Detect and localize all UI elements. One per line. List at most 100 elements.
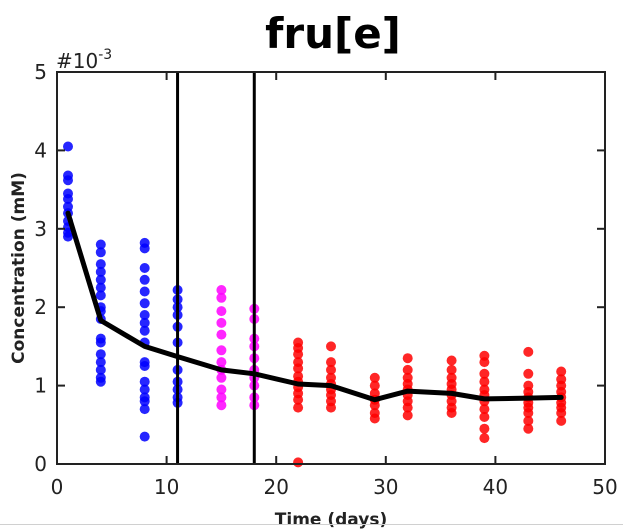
- data-point: [216, 384, 227, 395]
- data-point: [293, 402, 304, 413]
- data-point: [326, 364, 336, 375]
- data-point: [216, 306, 227, 317]
- data-point: [63, 194, 73, 204]
- data-point: [139, 325, 150, 336]
- data-point: [479, 433, 490, 444]
- data-point: [139, 431, 150, 442]
- data-point: [63, 141, 73, 152]
- data-point: [293, 349, 304, 360]
- data-point: [293, 394, 304, 405]
- data-point: [139, 384, 150, 395]
- x-tick-label: 10: [154, 475, 179, 499]
- chart-title: fru[e]: [265, 9, 401, 58]
- y-axis-multiplier-exponent: -3: [98, 47, 112, 63]
- x-tick-label: 0: [51, 475, 64, 499]
- data-point: [95, 364, 106, 375]
- data-point: [139, 317, 150, 328]
- data-point: [556, 366, 567, 377]
- data-point: [216, 357, 227, 368]
- data-point: [95, 239, 106, 250]
- data-point: [95, 349, 106, 360]
- data-point: [369, 400, 380, 411]
- data-point: [139, 298, 150, 309]
- data-point: [402, 353, 413, 364]
- y-tick-label: 3: [34, 217, 47, 241]
- data-point: [95, 266, 106, 277]
- data-point: [556, 415, 567, 426]
- y-tick-label: 1: [34, 374, 47, 398]
- data-point: [523, 368, 534, 379]
- data-point: [95, 247, 106, 258]
- y-axis-multiplier-base: #10: [56, 49, 98, 73]
- data-point: [479, 404, 490, 415]
- data-point: [446, 355, 457, 366]
- data-point: [523, 423, 534, 434]
- data-point: [556, 408, 567, 418]
- data-point: [479, 423, 490, 434]
- data-point: [446, 408, 457, 418]
- data-point: [326, 357, 336, 368]
- data-point: [446, 364, 457, 375]
- data-point: [139, 310, 150, 320]
- data-point: [216, 285, 227, 295]
- data-point: [369, 380, 380, 391]
- data-point: [95, 337, 106, 348]
- data-point: [402, 402, 413, 413]
- data-point: [216, 400, 227, 411]
- data-point: [326, 402, 336, 413]
- data-point: [63, 175, 73, 186]
- data-point: [139, 396, 150, 407]
- data-point: [139, 243, 150, 254]
- data-point: [139, 376, 150, 387]
- data-point: [139, 286, 150, 297]
- data-point: [139, 361, 150, 371]
- data-point: [95, 259, 106, 270]
- data-point: [479, 412, 490, 422]
- data-point: [95, 357, 106, 368]
- data-point: [63, 231, 73, 242]
- data-point: [95, 274, 106, 285]
- data-point: [369, 372, 380, 383]
- data-point: [369, 413, 380, 424]
- data-point: [216, 392, 227, 403]
- y-axis-multiplier: #10-3: [56, 47, 112, 73]
- x-tick-label: 50: [592, 475, 617, 499]
- data-point: [523, 346, 534, 357]
- x-axis-label: Time (days): [275, 510, 387, 530]
- plot-area: [63, 72, 567, 468]
- data-point: [139, 404, 150, 415]
- data-point: [139, 274, 150, 285]
- axis-ticks: 0 10 20 30 40 50 0 1 2 3 4 5: [34, 60, 617, 499]
- data-point: [523, 415, 534, 426]
- data-point: [402, 410, 413, 421]
- y-tick-label: 2: [34, 295, 47, 319]
- data-point: [216, 345, 227, 356]
- data-point: [95, 376, 106, 387]
- data-point: [216, 372, 227, 383]
- data-point: [479, 368, 490, 379]
- y-axis-label: Concentration (mM): [9, 172, 29, 364]
- data-point: [523, 408, 534, 418]
- data-point: [293, 457, 304, 468]
- data-point: [216, 317, 227, 328]
- y-tick-label: 0: [34, 452, 47, 476]
- data-point: [216, 329, 227, 340]
- data-point: [293, 363, 304, 374]
- y-tick-label: 5: [34, 60, 47, 84]
- data-point: [216, 292, 227, 303]
- x-tick-label: 30: [373, 475, 398, 499]
- data-point: [326, 341, 336, 352]
- data-point: [402, 364, 413, 375]
- axes-frame: [56, 71, 606, 465]
- y-tick-label: 4: [34, 138, 47, 162]
- x-tick-label: 20: [263, 475, 288, 499]
- data-point: [479, 376, 490, 387]
- data-point: [95, 282, 106, 293]
- data-point: [479, 357, 490, 368]
- mean-trend-line: [65, 210, 564, 403]
- data-point: [139, 263, 150, 273]
- data-point: [95, 290, 106, 301]
- x-tick-label: 40: [483, 475, 508, 499]
- bottom-divider: [0, 524, 623, 525]
